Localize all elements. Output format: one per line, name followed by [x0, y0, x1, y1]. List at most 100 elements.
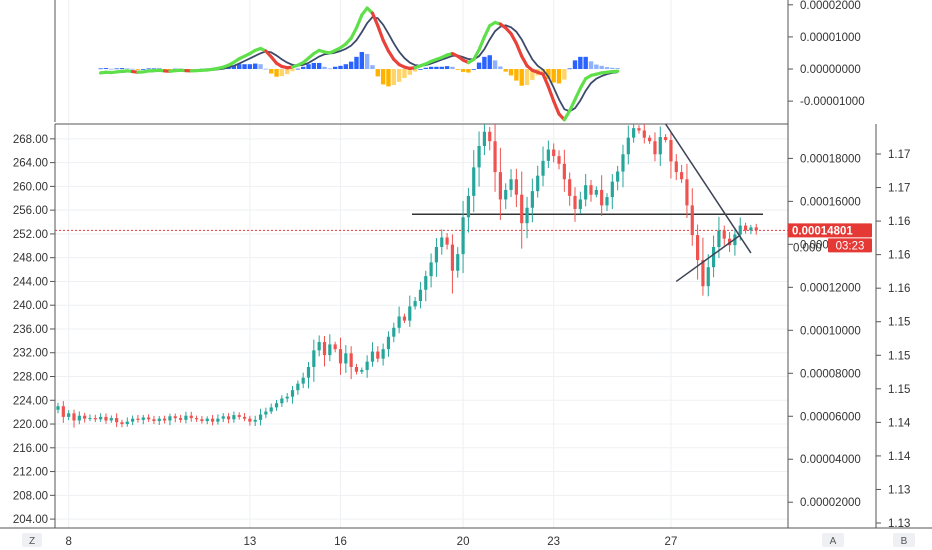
histogram-bar — [348, 61, 354, 70]
candle-body — [365, 361, 369, 370]
histogram-bar — [604, 67, 610, 70]
histogram-bar — [572, 60, 578, 70]
candle — [653, 132, 657, 162]
histogram-bar — [482, 56, 487, 70]
candle-body — [349, 353, 353, 367]
left-price-axis[interactable]: 268.00 264.00 260.00 256.00 252.00 248.00 244.… — [13, 134, 55, 526]
candle-body — [408, 306, 412, 321]
macd-line-segment — [546, 85, 556, 103]
far-scale-button[interactable]: B — [893, 533, 915, 547]
macd-line-segment — [376, 24, 385, 42]
candle — [194, 415, 199, 423]
macd-line-segment — [349, 26, 359, 40]
candle — [328, 334, 332, 362]
histogram-bar — [444, 66, 450, 70]
candle — [370, 342, 375, 367]
histogram-bar — [524, 69, 530, 86]
candle-body — [168, 416, 172, 421]
candle — [285, 392, 289, 403]
right-tick-label: 0.00008000 — [800, 368, 861, 380]
trendlines[interactable] — [664, 123, 752, 283]
candle-body — [125, 421, 129, 425]
candle — [242, 413, 247, 422]
macd-line-segment — [386, 49, 396, 61]
timezone-button-label: Z — [29, 536, 35, 547]
candle — [504, 183, 508, 210]
candle — [392, 322, 396, 343]
candle-body — [242, 416, 247, 419]
candle — [733, 227, 737, 256]
far-tick-label: 1.16 — [888, 283, 910, 295]
right-price-axis[interactable]: 0.000180000.000160000.000140000.00012000… — [788, 153, 861, 509]
candle — [584, 173, 588, 207]
candle-body — [269, 407, 273, 412]
histogram-bar — [583, 56, 588, 70]
candle-body — [701, 260, 705, 287]
far-right-axis[interactable]: 1.17 1.17 1.16 1.16 1.16 1.15 1.15 1.15 1.14 1.14… — [876, 149, 911, 530]
candle — [216, 414, 220, 425]
candle — [168, 413, 172, 426]
histogram-bar — [125, 68, 130, 70]
histogram-bar — [460, 69, 466, 72]
candle-body — [99, 416, 103, 420]
candle — [536, 165, 540, 198]
time-tick-label: 8 — [65, 536, 71, 548]
histogram-bar — [530, 69, 535, 80]
candle — [509, 169, 513, 198]
candle-body — [690, 205, 694, 236]
candle — [136, 414, 140, 423]
candle — [296, 380, 300, 395]
candle-body — [152, 419, 156, 422]
candle — [354, 363, 359, 375]
macd-axis[interactable]: 0.00002000 0.00001000 0.00000000 -0.0000100… — [788, 0, 865, 108]
left-tick-label: 268.00 — [13, 134, 48, 146]
macd-tick-label: 0.00000000 — [800, 64, 861, 76]
right-tick-label: 0.00006000 — [800, 411, 861, 423]
macd-line-segment — [552, 99, 561, 116]
candle — [386, 331, 391, 357]
candle — [525, 196, 529, 239]
candle-body — [605, 197, 609, 206]
candle — [408, 295, 412, 327]
time-axis[interactable]: 8 13 16 20 23 27 — [65, 536, 677, 548]
candle-body — [109, 418, 113, 421]
candle — [248, 415, 252, 426]
candle — [152, 415, 156, 425]
candle-body — [210, 418, 215, 422]
candle-body — [248, 418, 252, 422]
timezone-button[interactable]: Z — [22, 533, 42, 547]
candle-body — [578, 199, 582, 209]
histogram-bar — [253, 63, 258, 70]
candle-body — [536, 175, 540, 192]
candle — [434, 238, 439, 277]
candle — [322, 335, 327, 367]
candle — [221, 413, 225, 423]
price-scale-button[interactable]: A — [822, 533, 844, 547]
candle — [67, 410, 71, 421]
candle — [163, 415, 167, 424]
candle-body — [445, 237, 449, 245]
candle — [56, 402, 60, 414]
left-tick-label: 216.00 — [13, 443, 48, 455]
candle — [520, 171, 524, 249]
histogram-bar — [247, 64, 253, 70]
candle-body — [589, 185, 593, 195]
candle-body — [317, 342, 321, 351]
candle-body — [456, 254, 460, 271]
left-tick-label: 264.00 — [13, 158, 48, 170]
candle — [280, 395, 284, 407]
histogram-bar — [439, 66, 444, 70]
left-tick-label: 244.00 — [13, 276, 48, 288]
histogram-bar — [508, 69, 514, 76]
histogram-bar — [386, 69, 391, 87]
histogram-bar — [610, 67, 615, 70]
candle-body — [568, 179, 572, 196]
histogram-bar — [237, 64, 242, 70]
candle-body — [285, 396, 289, 399]
candle — [210, 414, 215, 426]
far-tick-label: 1.17 — [888, 149, 910, 161]
candle — [365, 355, 369, 378]
candle-body — [546, 149, 550, 161]
trendline — [664, 123, 752, 254]
candle — [466, 187, 471, 233]
